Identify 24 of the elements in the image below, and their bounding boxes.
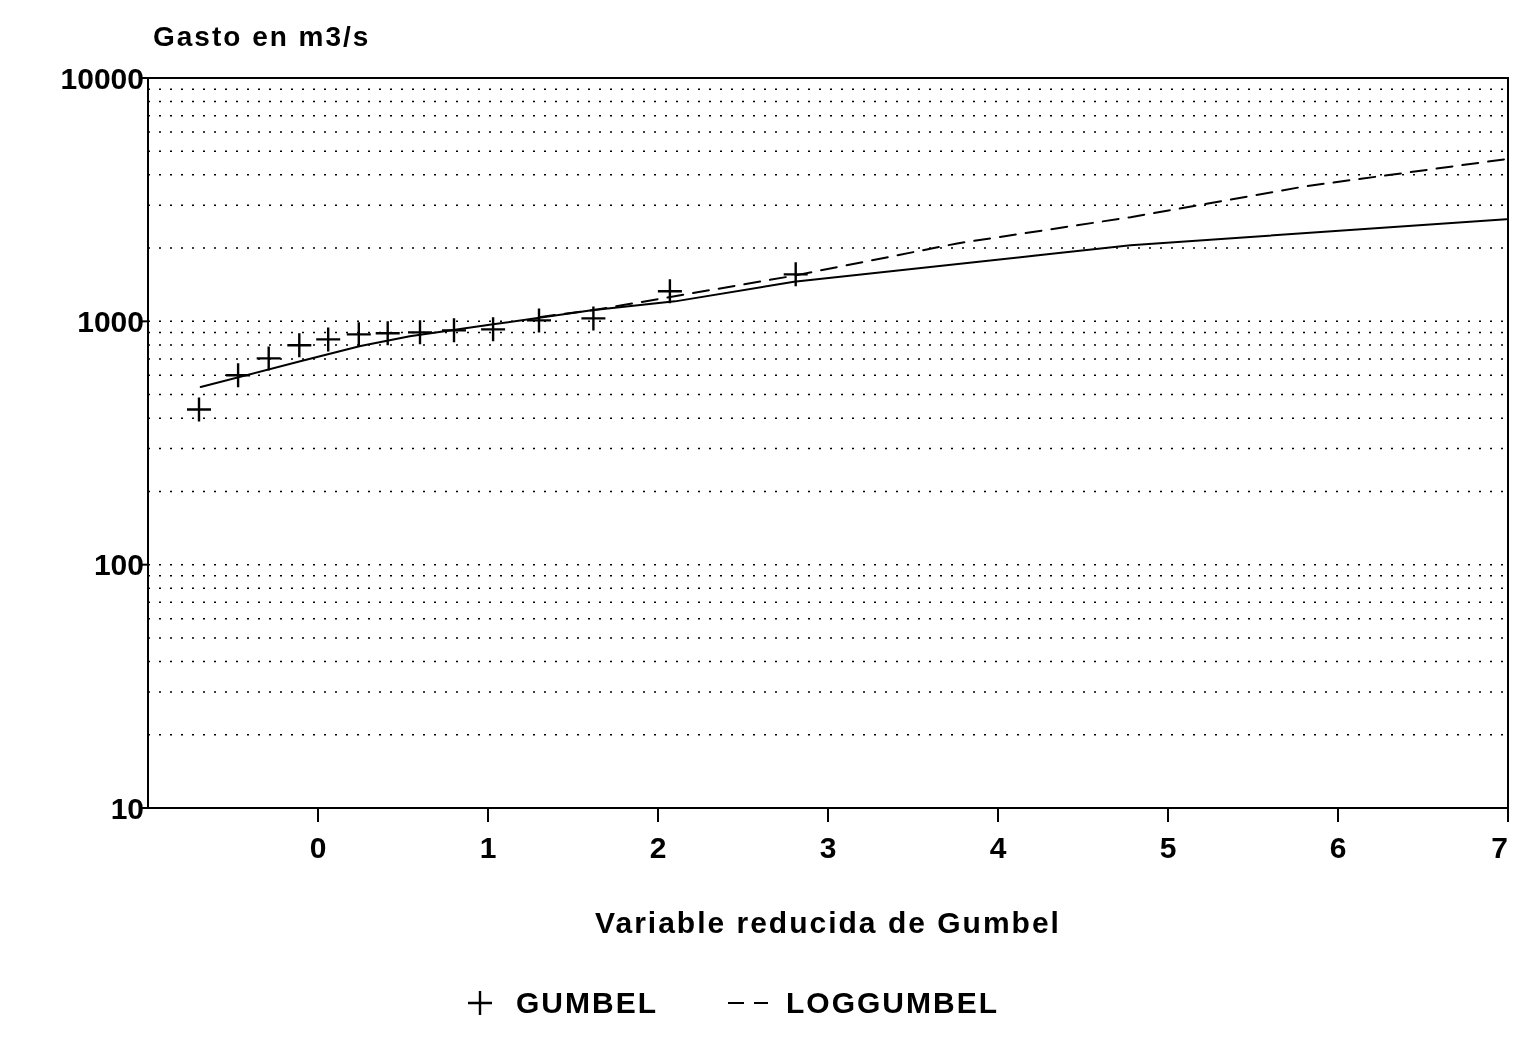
y-tick-label: 1000 — [77, 304, 144, 338]
y-axis-title: Gasto en m3/s — [153, 21, 371, 52]
point — [527, 308, 551, 333]
x-tick-label: 4 — [989, 831, 1007, 864]
point — [187, 397, 211, 422]
x-tick-label: 6 — [1329, 831, 1347, 864]
point — [346, 322, 371, 347]
x-tick-label: 5 — [1159, 831, 1177, 864]
y-tick-label: 100 — [93, 548, 144, 582]
x-axis-title: Variable reducida de Gumbel — [595, 906, 1061, 939]
point — [316, 327, 341, 352]
x-tick-label: 3 — [819, 831, 837, 864]
point — [256, 346, 281, 371]
x-tick-label: 7 — [1491, 831, 1508, 864]
x-tick-label: 0 — [309, 831, 327, 864]
point — [581, 306, 606, 331]
legend-label: GUMBEL — [516, 986, 658, 1019]
x-tick-label: 2 — [649, 831, 667, 864]
x-tick-label: 1 — [479, 831, 497, 864]
y-tick-label: 10000 — [60, 61, 144, 95]
point — [481, 317, 506, 342]
y-tick-label: 10 — [110, 791, 144, 825]
legend-label: LOGGUMBEL — [786, 986, 999, 1019]
point — [287, 333, 312, 358]
